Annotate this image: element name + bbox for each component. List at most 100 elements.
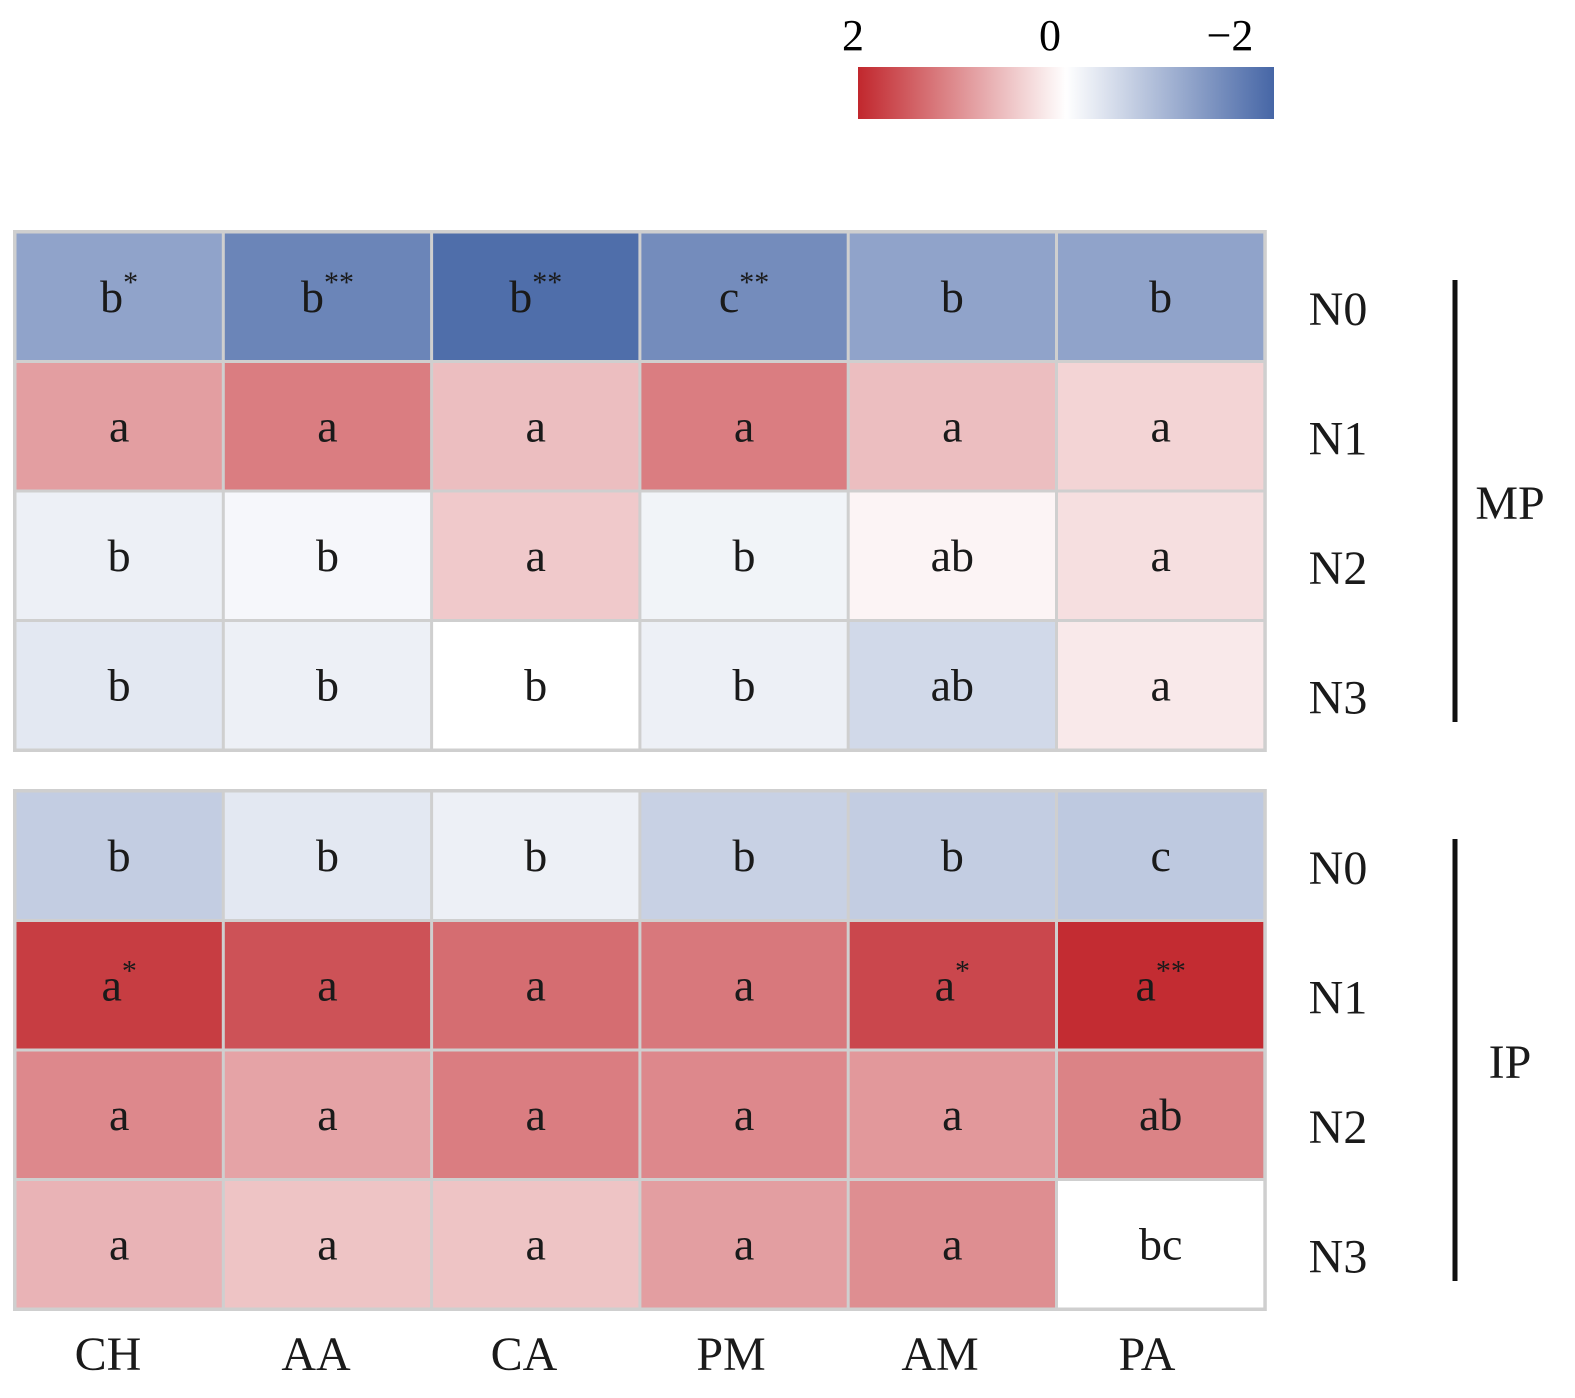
column-label: AM: [901, 1328, 978, 1381]
significance-mark: **: [739, 266, 769, 299]
cell-label: a: [526, 1218, 546, 1269]
significance-mark: *: [122, 954, 137, 987]
heatmap-cell: [849, 363, 1055, 490]
cell-label: b: [941, 271, 964, 322]
heatmap-cell: [433, 622, 639, 749]
cell-label: a: [526, 959, 546, 1010]
heatmap-cell: [224, 922, 431, 1049]
heatmap-cell: [224, 492, 431, 619]
heatmap-cell: [849, 233, 1055, 360]
cell-label: a: [317, 1218, 337, 1269]
cell-label: b: [316, 830, 339, 881]
heatmap-cell: [1058, 792, 1264, 919]
heatmap-cell: [849, 1051, 1055, 1178]
heatmap-cell: [433, 792, 639, 919]
cell-label: b: [733, 830, 756, 881]
cell-label: a: [317, 400, 337, 451]
row-label: N1: [1309, 971, 1368, 1024]
significance-mark: **: [1156, 954, 1186, 987]
row-label: N1: [1309, 412, 1368, 465]
column-label: PM: [696, 1328, 765, 1381]
significance-mark: *: [955, 954, 970, 987]
colorbar: 2 0 −2: [842, 11, 1274, 119]
heatmap-cell: [1058, 922, 1264, 1049]
column-label: CA: [491, 1328, 558, 1381]
heatmap-cell: [16, 492, 222, 619]
heatmap-cell: [641, 233, 847, 360]
cell-label: a: [526, 400, 546, 451]
cell-label: a: [1150, 530, 1170, 581]
cell-label: a: [526, 1089, 546, 1140]
cell-label: b: [941, 830, 964, 881]
heatmap-cell: [849, 622, 1055, 749]
heatmap-cell: [433, 1181, 639, 1308]
cell-label: a: [734, 1089, 754, 1140]
significance-mark: *: [123, 266, 138, 299]
heatmap-cell: [16, 1051, 222, 1178]
heatmap-cell: [433, 1051, 639, 1178]
cell-label: a: [526, 530, 546, 581]
heatmap-cell: [1058, 492, 1264, 619]
heatmap-cell: [16, 363, 222, 490]
cell-label: b: [1149, 271, 1172, 322]
heatmap-cell: [641, 922, 847, 1049]
heatmap-cell: [641, 363, 847, 490]
cell-label: a: [1150, 659, 1170, 710]
heatmap-cell: [849, 492, 1055, 619]
heatmap-cell: [16, 1181, 222, 1308]
heatmap-cell: [641, 622, 847, 749]
heatmap-cell: [224, 622, 431, 749]
row-label: N2: [1309, 542, 1368, 595]
heatmap-cell: [1058, 233, 1264, 360]
column-label: CH: [75, 1328, 142, 1381]
cell-label: ab: [931, 659, 974, 710]
heatmap-cell: [433, 492, 639, 619]
heatmap-cell: [16, 622, 222, 749]
row-label: N0: [1309, 842, 1368, 895]
heatmap-cell: [224, 233, 431, 360]
cell-label: a: [734, 400, 754, 451]
row-label: N0: [1309, 283, 1368, 336]
group-label: IP: [1489, 1036, 1532, 1089]
cell-label: bc: [1139, 1218, 1182, 1269]
cell-label: b: [316, 659, 339, 710]
cell-label: a: [317, 959, 337, 1010]
heatmap-cell: [224, 1051, 431, 1178]
cell-label: a: [942, 400, 962, 451]
cell-label: a: [1150, 400, 1170, 451]
panel-frame: [13, 230, 1267, 752]
heatmap-cell: [641, 1181, 847, 1308]
cell-label: b: [108, 830, 131, 881]
cell-label: a: [734, 959, 754, 1010]
heatmap-cell: [641, 1051, 847, 1178]
heatmap-cell: [1058, 1051, 1264, 1178]
heatmap-cell: [433, 922, 639, 1049]
cell-label: c: [1150, 830, 1170, 881]
cell-label: ab: [931, 530, 974, 581]
heatmap-cell: [849, 1181, 1055, 1308]
heatmap-cell: [16, 922, 222, 1049]
cell-label: a: [942, 1218, 962, 1269]
cell-label: b: [316, 530, 339, 581]
cell-label: a: [317, 1089, 337, 1140]
group-label: MP: [1475, 477, 1544, 530]
cell-label: b: [733, 659, 756, 710]
heatmap-cell: [224, 363, 431, 490]
cell-label: a: [734, 1218, 754, 1269]
heatmap-cell: [1058, 363, 1264, 490]
cell-label: ab: [1139, 1089, 1182, 1140]
cell-label: b: [108, 530, 131, 581]
panel-mp: b* b** b** c** b b N0a a a a a a N1b b a b ab a N2b b b b ab a N…: [13, 230, 1545, 752]
heatmap-cell: [1058, 622, 1264, 749]
significance-mark: **: [532, 266, 562, 299]
heatmap-cell: [433, 233, 639, 360]
heatmap-cell: [224, 1181, 431, 1308]
cell-label: a: [109, 1218, 129, 1269]
panel-frame: [13, 789, 1267, 1311]
column-label: AA: [281, 1328, 351, 1381]
row-label: N3: [1309, 671, 1368, 724]
colorbar-tick-min: −2: [1207, 11, 1254, 60]
column-label: PA: [1119, 1328, 1176, 1381]
cell-label: a: [109, 400, 129, 451]
